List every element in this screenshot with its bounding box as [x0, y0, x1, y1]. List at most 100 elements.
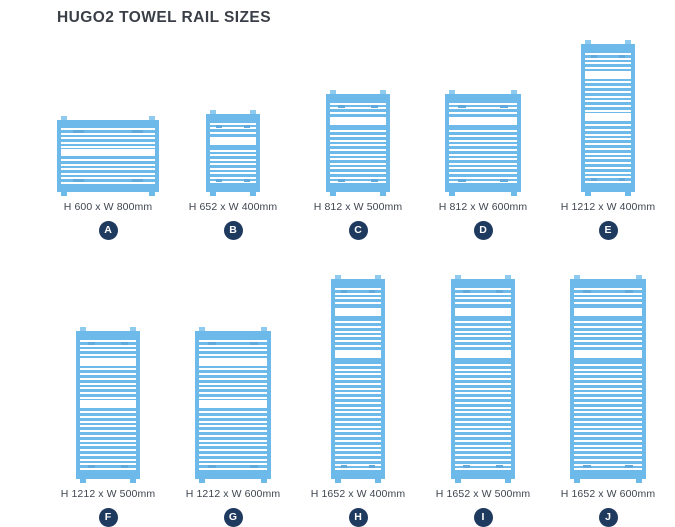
radiator-bar-gap: [335, 297, 381, 299]
radiator-bracket-notch: [463, 465, 470, 468]
radiator-bar-gap: [199, 411, 267, 413]
radiator-bar-gap: [449, 130, 517, 132]
size-badge-f[interactable]: F: [98, 508, 118, 527]
size-card-i[interactable]: H 1652 x W 500mm I: [423, 250, 543, 527]
radiator-bracket-notch: [338, 179, 345, 182]
size-badge-j[interactable]: J: [598, 508, 618, 527]
size-badge-i[interactable]: I: [473, 508, 493, 527]
radiator-bar-gap: [455, 421, 511, 423]
radiator-bar-gap: [585, 62, 631, 64]
size-card-e[interactable]: H 1212 x W 400mm E: [548, 30, 668, 240]
radiator-bar-gap: [199, 373, 267, 375]
size-card-j[interactable]: H 1652 x W 600mm J: [548, 250, 668, 527]
size-badge-a[interactable]: A: [98, 221, 118, 240]
radiator-shelf-gap-1: [574, 308, 642, 316]
radiator-bar-gap: [80, 435, 136, 437]
radiator-bar-stack: [199, 335, 267, 473]
radiator-bar-gap: [574, 445, 642, 447]
radiator-image-area: [298, 30, 418, 196]
radiator-bracket-notch: [341, 290, 347, 293]
radiator-bar-gap: [61, 168, 155, 170]
radiator-bar-gap: [455, 288, 511, 290]
radiator-bar-stack: [574, 283, 642, 473]
radiator-bar-gap: [335, 416, 381, 418]
size-badge-d[interactable]: D: [473, 221, 493, 240]
radiator-bracket-notch: [244, 179, 250, 182]
size-label: H 812 x W 600mm: [438, 201, 528, 213]
radiator-bar-gap: [574, 302, 642, 304]
radiator-bar-gap: [335, 468, 381, 470]
radiator-bracket-notch: [88, 342, 95, 345]
radiator-bar-gap: [455, 293, 511, 295]
radiator-bar-gap: [199, 387, 267, 389]
radiator-bar-gap: [449, 154, 517, 156]
page-title: HUGO2 TOWEL RAIL SIZES: [57, 9, 272, 26]
radiator-bar-gap: [574, 392, 642, 394]
radiator-shelf-gap-2: [585, 113, 631, 121]
radiator-leg-l: [335, 478, 341, 483]
size-card-d[interactable]: H 812 x W 600mm D: [423, 30, 543, 240]
radiator-bar-gap: [80, 373, 136, 375]
size-badge-c[interactable]: C: [348, 221, 368, 240]
radiator-bar-gap: [449, 149, 517, 151]
radiator-shelf-gap-1: [455, 308, 511, 316]
radiator-leg-l: [585, 191, 591, 196]
radiator-shelf-gap-2: [455, 350, 511, 358]
radiator-bracket-notch: [132, 130, 143, 133]
radiator-bar-gap: [330, 177, 386, 179]
radiator-bar-gap: [455, 435, 511, 437]
size-label: H 652 x W 400mm: [188, 201, 278, 213]
radiator-bar-gap: [335, 407, 381, 409]
radiator-bar-gap: [455, 297, 511, 299]
radiator-illustration-c: [326, 90, 390, 196]
radiator-bracket-notch: [371, 179, 378, 182]
size-card-f[interactable]: H 1212 x W 500mm F: [48, 250, 168, 527]
radiator-bar-gap: [61, 159, 155, 161]
radiator-bar-gap: [199, 463, 267, 465]
size-card-h[interactable]: H 1652 x W 400mm H: [298, 250, 418, 527]
radiator-bar-gap: [330, 158, 386, 160]
radiator-bar-gap: [574, 326, 642, 328]
radiator-leg-r: [636, 478, 642, 483]
radiator-leg-l: [61, 191, 67, 196]
radiator-bracket-notch: [591, 55, 597, 58]
radiator-bar-gap: [335, 454, 381, 456]
size-badge-b[interactable]: B: [223, 221, 243, 240]
radiator-bar-gap: [574, 297, 642, 299]
radiator-bar-gap: [574, 449, 642, 451]
radiator-bar-gap: [574, 435, 642, 437]
size-label: H 1652 x W 400mm: [310, 488, 406, 500]
radiator-top-cap-r: [130, 327, 136, 331]
radiator-bar-gap: [455, 411, 511, 413]
radiator-leg-r: [261, 478, 267, 483]
size-card-g[interactable]: H 1212 x W 600mm G: [173, 250, 293, 527]
size-card-b[interactable]: H 652 x W 400mm B: [173, 30, 293, 240]
radiator-bracket-notch: [500, 105, 508, 108]
radiator-image-area: [48, 30, 168, 196]
radiator-top-cap-l: [455, 275, 461, 279]
radiator-bar-gap: [335, 293, 381, 295]
size-card-a[interactable]: H 600 x W 800mm A: [48, 30, 168, 240]
radiator-bar-gap: [61, 182, 155, 184]
size-badge-e[interactable]: E: [598, 221, 618, 240]
radiator-bar-gap: [335, 331, 381, 333]
radiator-bar-gap: [449, 112, 517, 114]
radiator-bar-gap: [449, 144, 517, 146]
radiator-bar-gap: [335, 378, 381, 380]
radiator-bar-gap: [455, 459, 511, 461]
radiator-bar-gap: [574, 335, 642, 337]
radiator-bar-gap: [199, 416, 267, 418]
radiator-bar-gap: [80, 430, 136, 432]
radiator-bar-gap: [585, 143, 631, 145]
radiator-bracket-notch: [250, 465, 258, 468]
radiator-bar-gap: [585, 176, 631, 178]
size-card-c[interactable]: H 812 x W 500mm C: [298, 30, 418, 240]
radiator-bar-gap: [585, 167, 631, 169]
radiator-bar-gap: [455, 326, 511, 328]
size-badge-g[interactable]: G: [223, 508, 243, 527]
radiator-top-cap-r: [250, 110, 256, 114]
radiator-bar-gap: [80, 454, 136, 456]
radiator-bar-gap: [210, 154, 256, 156]
radiator-bracket-notch: [250, 342, 258, 345]
size-badge-h[interactable]: H: [348, 508, 368, 527]
